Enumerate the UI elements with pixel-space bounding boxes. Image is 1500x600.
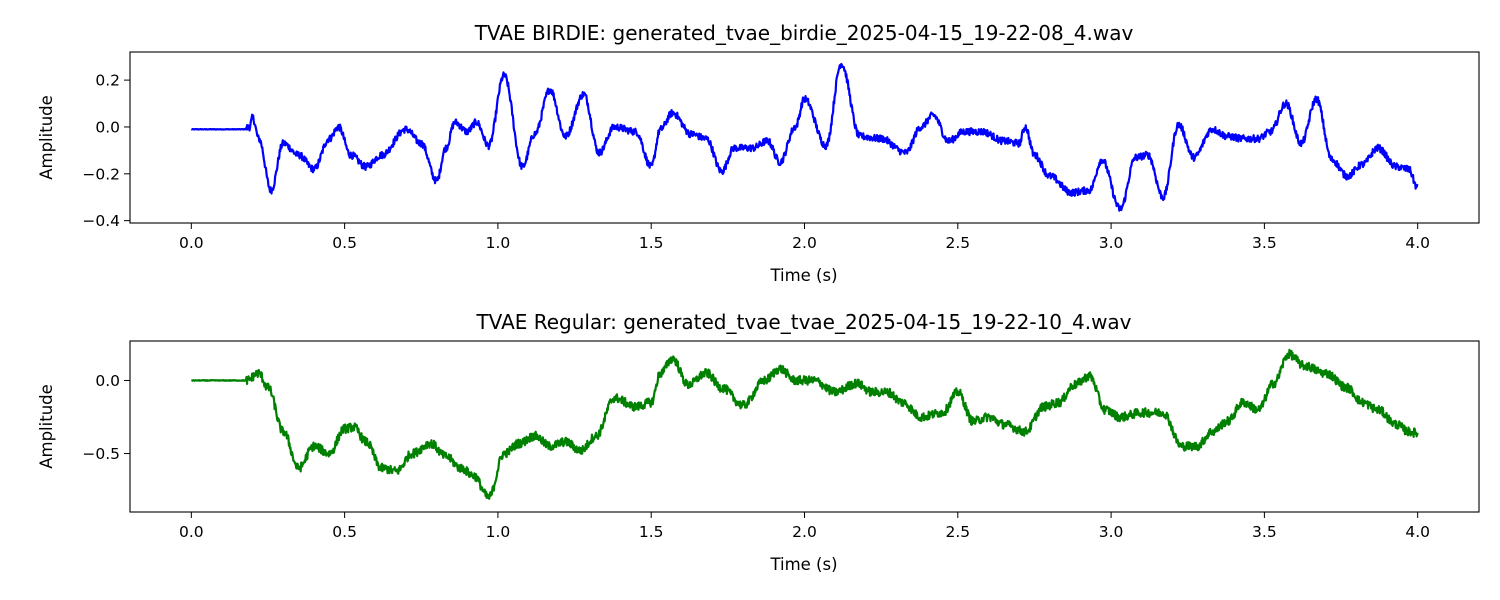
x-tick-label: 1.0 — [486, 234, 511, 252]
x-tick-label: 2.5 — [945, 523, 970, 541]
x-tick-label: 3.5 — [1252, 234, 1277, 252]
subplot-title: TVAE Regular: generated_tvae_tvae_2025-0… — [475, 310, 1131, 334]
subplot-title: TVAE BIRDIE: generated_tvae_birdie_2025-… — [474, 21, 1134, 45]
x-tick-label: 2.0 — [792, 234, 817, 252]
y-tick-label: 0.0 — [95, 118, 120, 136]
x-tick-label: 3.5 — [1252, 523, 1277, 541]
x-tick-label: 0.0 — [179, 523, 204, 541]
x-axis-ticks: 0.0 0.5 1.0 1.5 2.0 2.5 3.0 3.5 4.0 — [179, 512, 1430, 541]
x-tick-label: 1.0 — [486, 523, 511, 541]
x-tick-label: 3.0 — [1099, 523, 1124, 541]
x-tick-label: 4.0 — [1405, 234, 1430, 252]
y-tick-label: 0.0 — [95, 372, 120, 390]
x-tick-label: 4.0 — [1405, 523, 1430, 541]
x-axis-label: Time (s) — [769, 266, 837, 285]
y-tick-label: −0.2 — [82, 165, 120, 183]
y-axis-label: Amplitude — [37, 384, 56, 469]
waveform-series-line — [190, 62, 1419, 212]
x-tick-label: 0.5 — [332, 523, 357, 541]
x-tick-label: 1.5 — [639, 523, 664, 541]
subplot-birdie: TVAE BIRDIE: generated_tvae_birdie_2025-… — [37, 21, 1480, 285]
y-tick-label: 0.2 — [95, 72, 120, 90]
series-layer — [190, 62, 1419, 212]
x-tick-label: 3.0 — [1099, 234, 1124, 252]
x-tick-label: 1.5 — [639, 234, 664, 252]
y-axis-ticks: 0.2 0.0 −0.2 −0.4 — [82, 72, 130, 230]
y-tick-label: −0.4 — [82, 212, 120, 230]
waveform-series-line — [190, 348, 1419, 500]
x-tick-label: 0.5 — [332, 234, 357, 252]
y-tick-label: −0.5 — [82, 445, 120, 463]
x-tick-label: 2.0 — [792, 523, 817, 541]
x-tick-label: 2.5 — [945, 234, 970, 252]
y-axis-ticks: 0.0 −0.5 — [82, 372, 130, 463]
x-axis-label: Time (s) — [769, 555, 837, 574]
x-axis-ticks: 0.0 0.5 1.0 1.5 2.0 2.5 3.0 3.5 4.0 — [179, 223, 1430, 252]
subplot-regular: TVAE Regular: generated_tvae_tvae_2025-0… — [37, 310, 1480, 574]
y-axis-label: Amplitude — [37, 95, 56, 180]
x-tick-label: 0.0 — [179, 234, 204, 252]
series-layer — [190, 348, 1419, 500]
